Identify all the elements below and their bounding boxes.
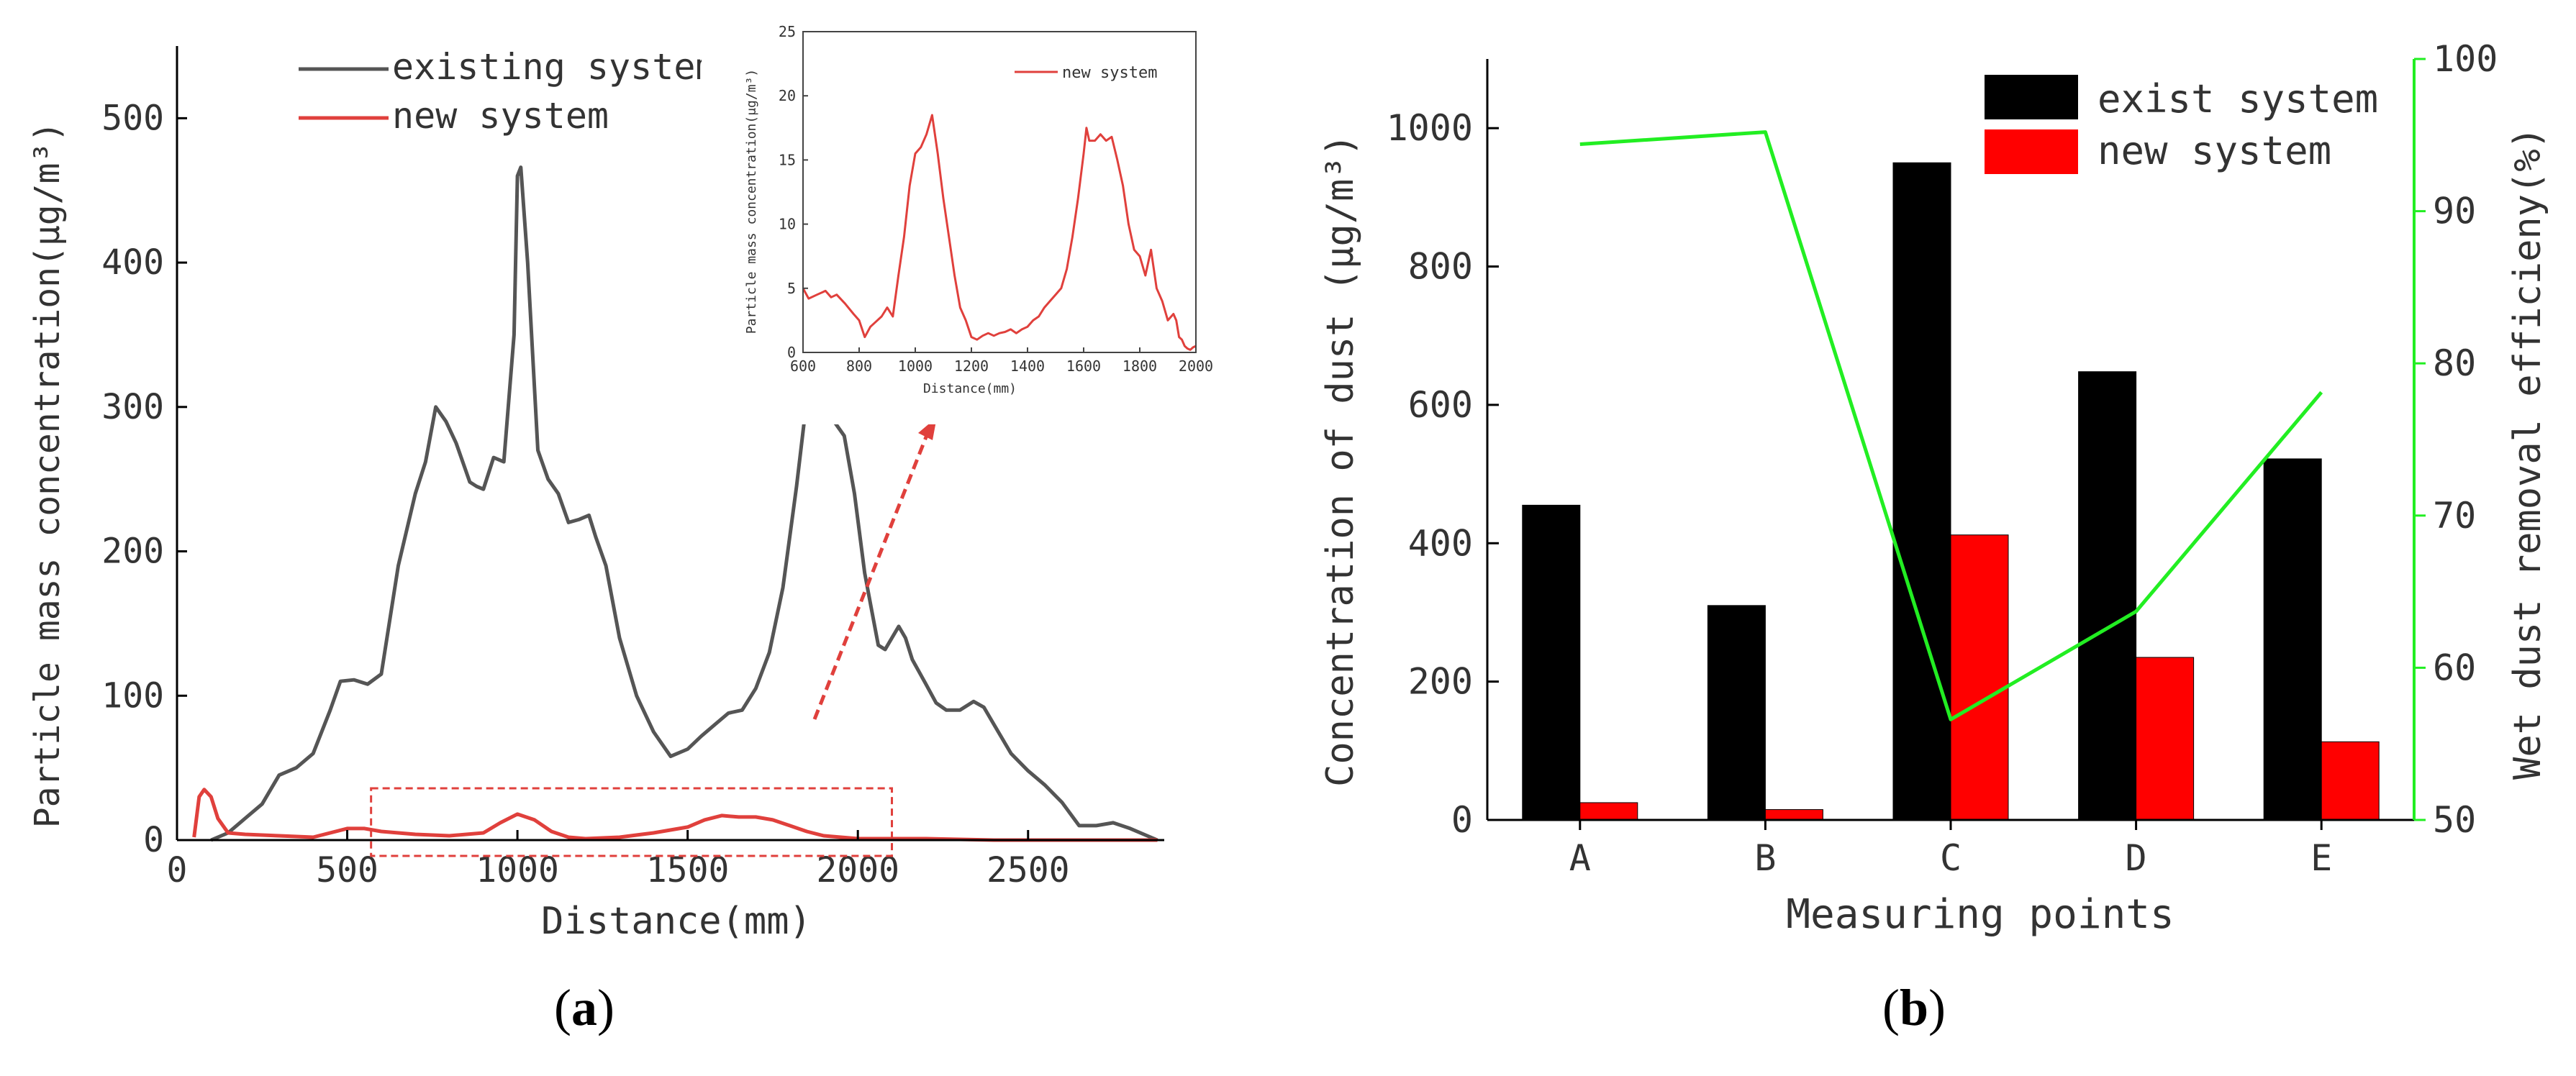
inset-y-tick-label: 5 — [787, 280, 796, 297]
y-tick-label: 300 — [101, 387, 164, 427]
y-tick-label: 200 — [101, 532, 164, 572]
legend-label-new: new system — [392, 95, 609, 137]
y-tick-label: 400 — [101, 242, 164, 283]
inset-x-tick-label: 1200 — [954, 357, 989, 375]
y-tick-label: 500 — [101, 98, 164, 138]
bar-new-B — [1764, 809, 1823, 821]
b-y-tick-label: 1000 — [1387, 107, 1473, 149]
svg-text:(b): (b) — [1882, 979, 1946, 1036]
inset-y-tick-label: 10 — [779, 216, 796, 233]
panel-a-y-label: Particle mass concentration(μg/m³) — [27, 122, 68, 829]
b-y-tick-label: 200 — [1408, 661, 1473, 703]
b-y-tick-label: 400 — [1408, 522, 1473, 564]
caption-b-letter: b — [1900, 979, 1928, 1036]
zoom-arrow — [812, 431, 930, 720]
panel-b: 0 200 400 600 800 1000 50 60 70 80 90 100 A B C D E exis… — [1319, 38, 2549, 938]
legend-swatch-exist — [1985, 75, 2078, 119]
legend-label-exist: exist system — [2097, 76, 2378, 122]
inset-x-tick-label: 2000 — [1179, 357, 1213, 375]
inset-x-tick-label: 1800 — [1123, 357, 1157, 375]
legend-label-existing: existing system — [392, 46, 717, 88]
inset-x-tick-label: 600 — [790, 357, 816, 375]
inset-x-tick-label: 1400 — [1010, 357, 1045, 375]
inset-y-tick-label: 20 — [779, 87, 796, 104]
panel-b-plot-area — [1522, 130, 2380, 821]
inset-y-label: Particle mass concentration(μg/m³) — [744, 69, 759, 334]
bar-exist-A — [1522, 504, 1581, 821]
y-tick-label: 0 — [143, 820, 164, 860]
b-y-tick-label: 600 — [1408, 384, 1473, 426]
inset-x-tick-label: 1600 — [1066, 357, 1101, 375]
b-x-tick-label: E — [2310, 837, 2332, 879]
x-tick-label: 2500 — [987, 850, 1070, 890]
bar-new-C — [1950, 534, 2009, 821]
zoom-highlight-box — [370, 787, 894, 857]
caption-a: (a) — [554, 979, 614, 1036]
b-x-tick-label: C — [1940, 837, 1962, 879]
y-tick-label: 100 — [101, 675, 164, 716]
inset-chart: 600 800 1000 1200 1400 1600 1800 2000 0 5 10 15 20 25… — [702, 22, 1213, 424]
inset-x-tick-label: 1000 — [898, 357, 933, 375]
inset-legend-label: new system — [1062, 64, 1157, 82]
b-y-tick-label: 0 — [1451, 799, 1473, 841]
panel-a-legend: existing system new system — [299, 46, 717, 137]
panel-a-plot-area — [192, 165, 1158, 842]
b-y2-tick-label: 100 — [2433, 38, 2498, 80]
x-tick-label: 0 — [167, 850, 188, 890]
series-line-existing — [210, 165, 1158, 842]
inset-y-tick-label: 25 — [779, 23, 796, 40]
inset-x-label: Distance(mm) — [923, 381, 1017, 396]
bar-exist-B — [1707, 605, 1766, 821]
b-y2-tick-label: 70 — [2433, 495, 2476, 537]
panel-b-y-label: Concentration of dust (μg/m³) — [1319, 134, 1362, 787]
legend-label-new-b: new system — [2097, 128, 2331, 173]
panel-b-legend: exist system new system — [1985, 75, 2378, 174]
caption-b: (b) — [1882, 979, 1946, 1036]
caption-a-letter: a — [571, 979, 597, 1036]
inset-y-tick-label: 15 — [779, 151, 796, 168]
inset-series-line — [802, 114, 1197, 351]
bar-exist-E — [2263, 458, 2322, 821]
inset-x-tick-label: 800 — [846, 357, 872, 375]
panel-a-x-label: Distance(mm) — [541, 900, 812, 943]
x-tick-label: 500 — [316, 850, 378, 890]
bar-new-D — [2136, 657, 2195, 821]
panel-b-y2-label: Wet dust removal efficieny(%) — [2506, 127, 2549, 780]
inset-frame — [802, 31, 1197, 353]
b-x-tick-label: A — [1569, 837, 1591, 879]
bar-new-A — [1579, 802, 1638, 821]
b-y2-tick-label: 60 — [2433, 647, 2476, 688]
bar-exist-D — [2078, 371, 2137, 821]
b-x-tick-label: D — [2126, 837, 2147, 879]
series-line-new — [192, 788, 1158, 842]
b-y2-tick-label: 50 — [2433, 799, 2476, 841]
bar-exist-C — [1892, 162, 1951, 821]
b-y2-tick-label: 90 — [2433, 191, 2476, 232]
panel-b-x-label: Measuring points — [1786, 891, 2174, 938]
svg-text:(a): (a) — [554, 979, 614, 1036]
b-x-tick-label: B — [1754, 837, 1776, 879]
efficiency-line — [1579, 130, 2323, 721]
b-y2-tick-label: 80 — [2433, 342, 2476, 384]
inset-y-tick-label: 0 — [787, 344, 796, 361]
panel-b-axes: 0 200 400 600 800 1000 50 60 70 80 90 100 A B C D E — [1387, 38, 2498, 879]
legend-swatch-new — [1985, 129, 2078, 174]
bar-new-E — [2321, 741, 2380, 821]
b-y-tick-label: 800 — [1408, 246, 1473, 288]
